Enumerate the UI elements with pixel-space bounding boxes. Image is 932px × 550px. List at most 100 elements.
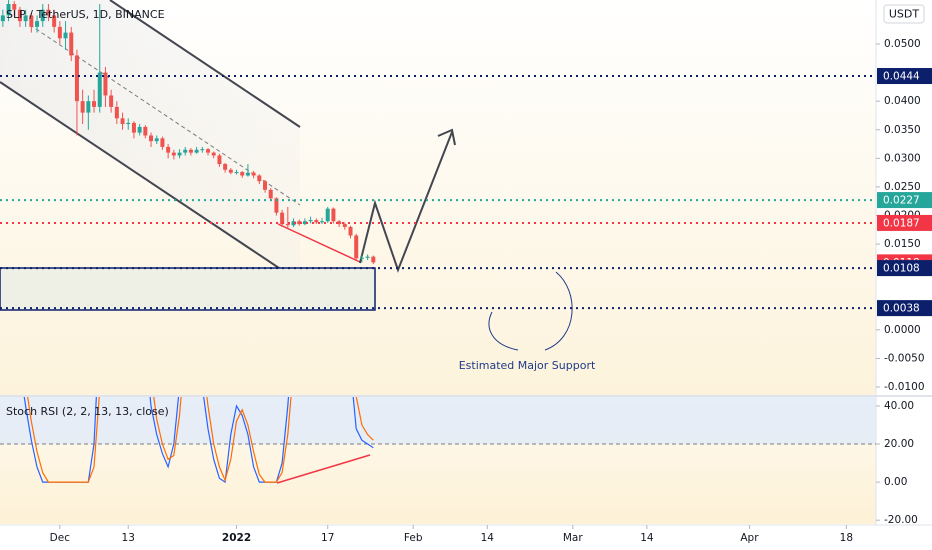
candle-body [342,224,347,227]
candle-body [240,172,245,176]
candle-body [92,101,97,107]
y-tick-label: 0.0000 [884,324,921,336]
candle-body [131,122,136,133]
candle-body [234,172,239,174]
rsi-divergence-line [276,454,371,484]
candle-body [57,26,62,39]
candle-body [371,256,376,263]
candle-body [6,4,11,16]
price-badge-label: 0.0038 [883,303,920,315]
y-tick-label: 0.0300 [884,152,921,164]
candle-body [228,169,233,173]
candle-body [103,72,108,96]
price-badge [877,68,932,85]
price-badge [877,192,932,209]
candle-body [354,235,359,259]
candle-body [35,21,40,27]
candle-body [0,15,5,22]
candle-body [97,72,102,107]
candle-body [359,257,364,259]
candle-body [257,175,262,182]
candle-body [206,149,211,153]
price-badge [877,260,932,277]
time-axis [0,525,932,550]
candle-body [308,220,313,222]
candle-body [109,95,114,107]
candle-body [183,149,188,153]
candle-body [12,4,17,10]
rsi-band [0,397,876,445]
candle-body [211,152,216,156]
support-zone [0,267,376,311]
rsi-band-group [0,397,876,445]
candle-body [263,181,268,190]
y-tick-label: -20.00 [884,514,918,526]
candle-body [126,122,131,125]
price-badge-label: 0.0108 [883,263,920,275]
candle-body [223,164,228,170]
candle-body [137,126,142,133]
y-tick-label: 40.00 [884,400,914,412]
candle-body [320,221,325,223]
x-tick-label: 18 [840,532,853,544]
candle-body [188,149,193,153]
candle-body [29,15,34,27]
candle-body [280,212,285,225]
candle-body [69,32,74,56]
candle-body [285,224,290,226]
x-tick-label: Feb [404,532,423,544]
candle-body [251,172,256,176]
currency-label: USDT [889,8,920,21]
candle-body [143,126,148,136]
candle-body [114,106,119,119]
candle-body [337,221,342,225]
currency-badge[interactable] [883,4,925,24]
candle-body [80,101,85,113]
price-badge [877,214,932,231]
candle-body [177,152,182,156]
x-tick-label: 17 [321,532,334,544]
candle-body [217,155,222,165]
brace-right [544,271,573,351]
y-tick-label: -0.0100 [884,381,925,393]
channel-upper [109,0,301,128]
rsi-line [27,397,374,483]
y-tick-label: 0.0350 [884,124,921,136]
annotation: Estimated Major Support [459,359,596,372]
candle-body [154,138,159,142]
x-tick-label: Dec [50,532,71,544]
x-tick-label: 13 [122,532,135,544]
candle-body [23,15,28,22]
rsi-lines [23,397,374,484]
candle-body [194,149,199,153]
y-tick-label: 0.0500 [884,38,921,50]
candle-body [297,221,302,225]
candle-body [274,198,279,213]
y-tick-label: -0.0050 [884,352,925,364]
candle-body [291,221,296,226]
indicator-title: Stoch RSI (2, 2, 13, 13, close) [6,405,169,418]
candle-body [365,256,370,258]
overlay: 0.05000.04000.03500.03000.02500.02000.01… [50,38,932,544]
x-tick-label: Apr [740,532,759,544]
candle-body [149,135,154,142]
price-badge-label: 0.0187 [883,217,920,229]
y-tick-label: 0.00 [884,476,907,488]
candle-body [40,9,45,22]
y-tick-label: 0.0250 [884,181,921,193]
candle-body [314,220,319,223]
candle-body [200,149,205,151]
candle-body [166,146,171,153]
candle-body [268,189,273,199]
x-tick-label: 14 [481,532,495,544]
chart-title: SLP / TetherUS, 1D, BINANCE [6,8,165,21]
candle-body [86,101,91,113]
price-badge-label: 0.0227 [883,195,920,207]
brace-left [488,311,519,351]
y-tick-label: 20.00 [884,438,914,450]
candle-body [52,15,57,27]
x-tick-label: 14 [640,532,654,544]
candle-body [325,208,330,222]
channel-lower [0,81,301,283]
candle-body [74,55,79,102]
